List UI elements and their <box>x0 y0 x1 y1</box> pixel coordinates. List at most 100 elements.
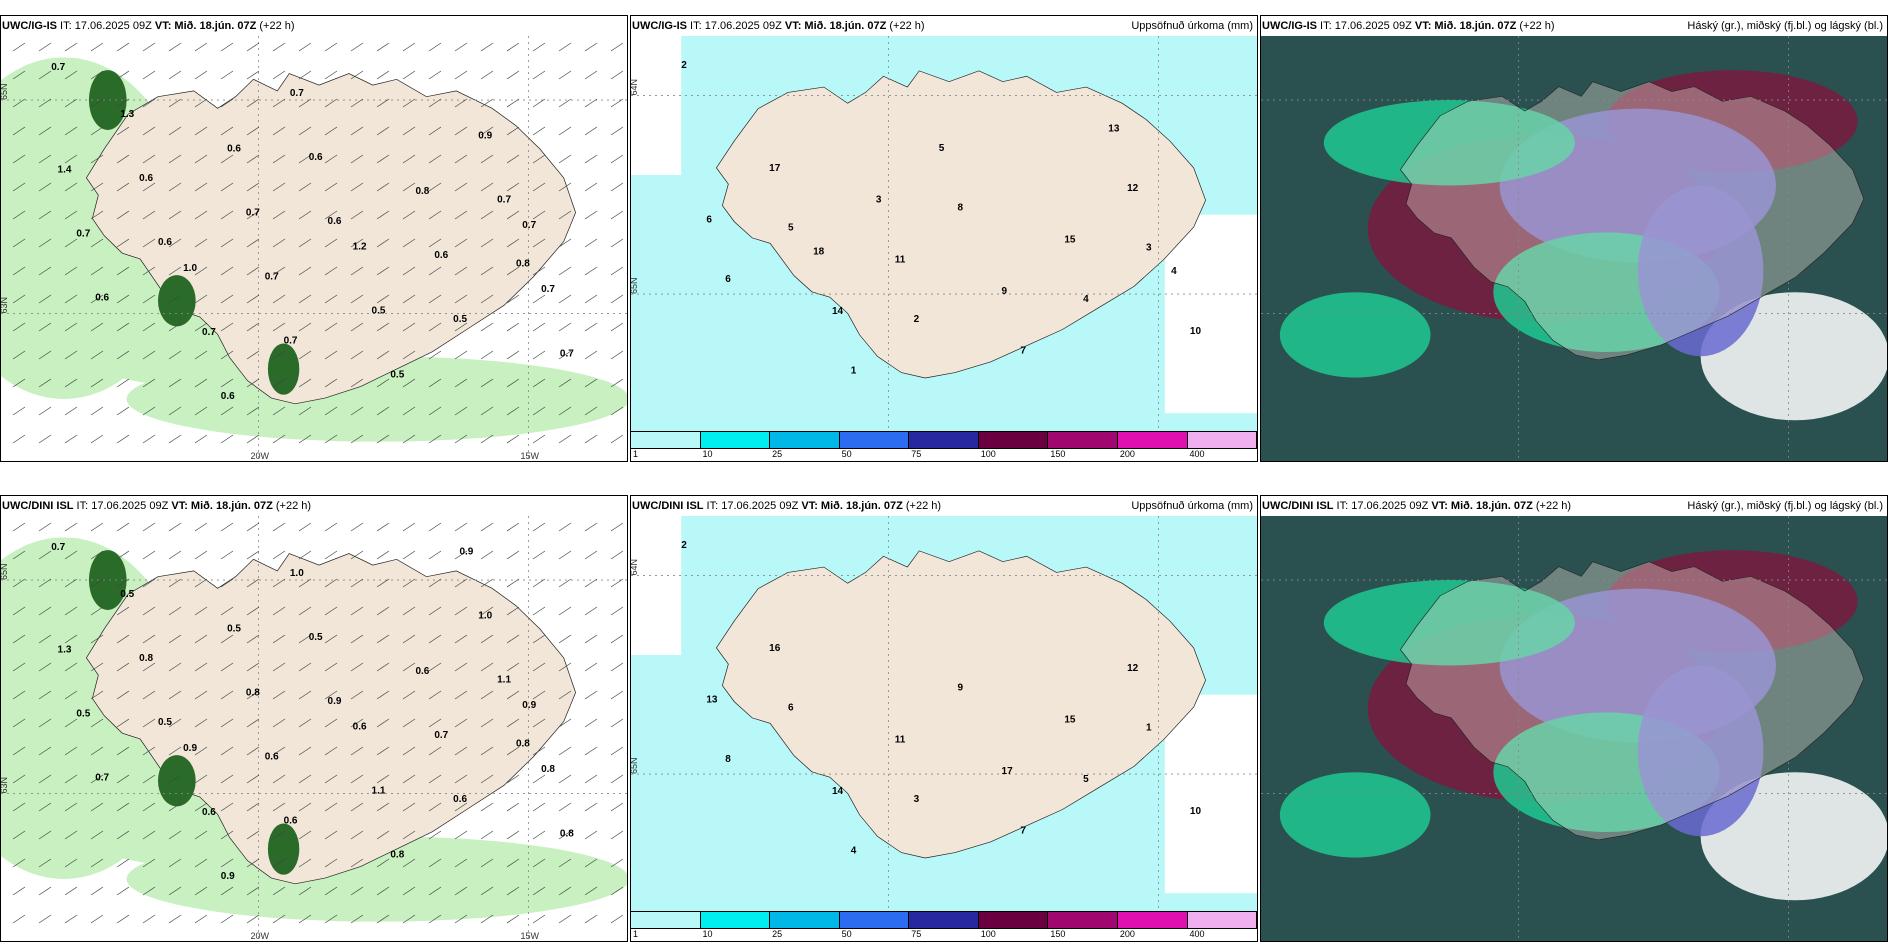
wind-barb <box>480 550 494 560</box>
wind-barb <box>480 830 494 840</box>
wind-barb <box>584 606 598 616</box>
wind-barb <box>610 434 624 444</box>
wind-barb <box>506 266 520 276</box>
wind-barb <box>350 182 364 192</box>
value-label: 2 <box>681 60 687 71</box>
wind-barb <box>506 578 520 588</box>
wind-barb <box>194 858 208 868</box>
wind-barb <box>376 746 390 756</box>
wind-barb <box>402 350 416 360</box>
wind-barb <box>64 406 78 416</box>
wind-barb <box>168 690 182 700</box>
wind-barb <box>480 774 494 784</box>
wind-barb <box>376 550 390 560</box>
wind-barb <box>324 182 338 192</box>
wind-barb <box>168 522 182 532</box>
value-label: 13 <box>706 695 718 706</box>
wind-barb <box>298 42 312 52</box>
wind-barb <box>350 350 364 360</box>
wind-barb <box>142 322 156 332</box>
wind-barb <box>324 434 338 444</box>
wind-barb <box>376 350 390 360</box>
wind-barb <box>12 42 26 52</box>
wind-barb <box>168 858 182 868</box>
wind-barb <box>12 634 26 644</box>
wind-barb <box>220 266 234 276</box>
lead-time: (+22 h) <box>272 500 312 512</box>
wind-barb <box>402 550 416 560</box>
wind-barb <box>298 606 312 616</box>
wind-barb <box>38 378 52 388</box>
wind-barb <box>480 70 494 80</box>
value-label: 0.7 <box>202 327 216 338</box>
wind-barb <box>116 322 130 332</box>
wind-barb <box>532 378 546 388</box>
wind-barb <box>38 322 52 332</box>
value-label: 0.8 <box>516 739 530 750</box>
cloud-map <box>1261 516 1887 941</box>
wind-barb <box>220 238 234 248</box>
wind-barb <box>610 210 624 220</box>
wind-barb <box>90 322 104 332</box>
legend-swatch <box>700 432 771 448</box>
wind-barb <box>298 858 312 868</box>
wind-barb <box>90 182 104 192</box>
wind-barb <box>480 718 494 728</box>
lead-time: (+22 h) <box>886 20 925 32</box>
wind-barb <box>142 154 156 164</box>
wind-barb <box>350 70 364 80</box>
value-label: 0.9 <box>522 700 536 711</box>
wind-barb <box>116 802 130 812</box>
wind-barb <box>350 858 364 868</box>
value-label: 0.8 <box>560 828 574 839</box>
wind-barb <box>376 858 390 868</box>
wind-barb <box>428 522 442 532</box>
wind-barb <box>64 830 78 840</box>
wind-barb <box>454 42 468 52</box>
wind-barb <box>168 802 182 812</box>
wind-barb <box>350 266 364 276</box>
wind-barb <box>610 690 624 700</box>
wind-barb <box>246 42 260 52</box>
value-label: 0.7 <box>541 284 555 295</box>
value-label: 1.1 <box>497 675 511 686</box>
wind-barb <box>272 606 286 616</box>
wind-barb <box>480 802 494 812</box>
wind-barb <box>324 154 338 164</box>
wind-barb <box>558 126 572 136</box>
wind-barb <box>558 70 572 80</box>
value-label: 0.9 <box>328 696 342 707</box>
wind-barb <box>428 350 442 360</box>
wind-barb <box>194 70 208 80</box>
wind-barb <box>246 294 260 304</box>
wind-barb <box>532 210 546 220</box>
wind-barb <box>402 606 416 616</box>
valid-time: VT: Mið. 18.jún. 07Z <box>154 20 257 32</box>
wind-barb <box>428 154 442 164</box>
wind-barb <box>506 182 520 192</box>
wind-barb <box>454 522 468 532</box>
panel-header: UWC/IG-IS IT: 17.06.2025 09Z VT: Mið. 18… <box>1 16 627 36</box>
wind-barb <box>64 802 78 812</box>
wind-barb <box>402 70 416 80</box>
wind-barb <box>90 406 104 416</box>
wind-barb <box>246 606 260 616</box>
legend-swatch <box>839 912 910 928</box>
wind-barb <box>532 634 546 644</box>
coastline <box>715 70 1207 379</box>
wind-barb <box>480 434 494 444</box>
wind-barb <box>116 126 130 136</box>
wind-barb <box>272 434 286 444</box>
wind-barb <box>428 126 442 136</box>
wind-barb <box>558 718 572 728</box>
wind-barb <box>12 774 26 784</box>
wind-barb <box>324 718 338 728</box>
value-label: 0.6 <box>434 250 448 261</box>
wind-barb <box>38 126 52 136</box>
wind-barb <box>376 886 390 896</box>
wind-barb <box>116 378 130 388</box>
wind-barb <box>246 886 260 896</box>
wind-barb <box>246 634 260 644</box>
panel-header: UWC/IG-IS IT: 17.06.2025 09Z VT: Mið. 18… <box>1261 16 1887 36</box>
value-label: 0.5 <box>158 717 172 728</box>
